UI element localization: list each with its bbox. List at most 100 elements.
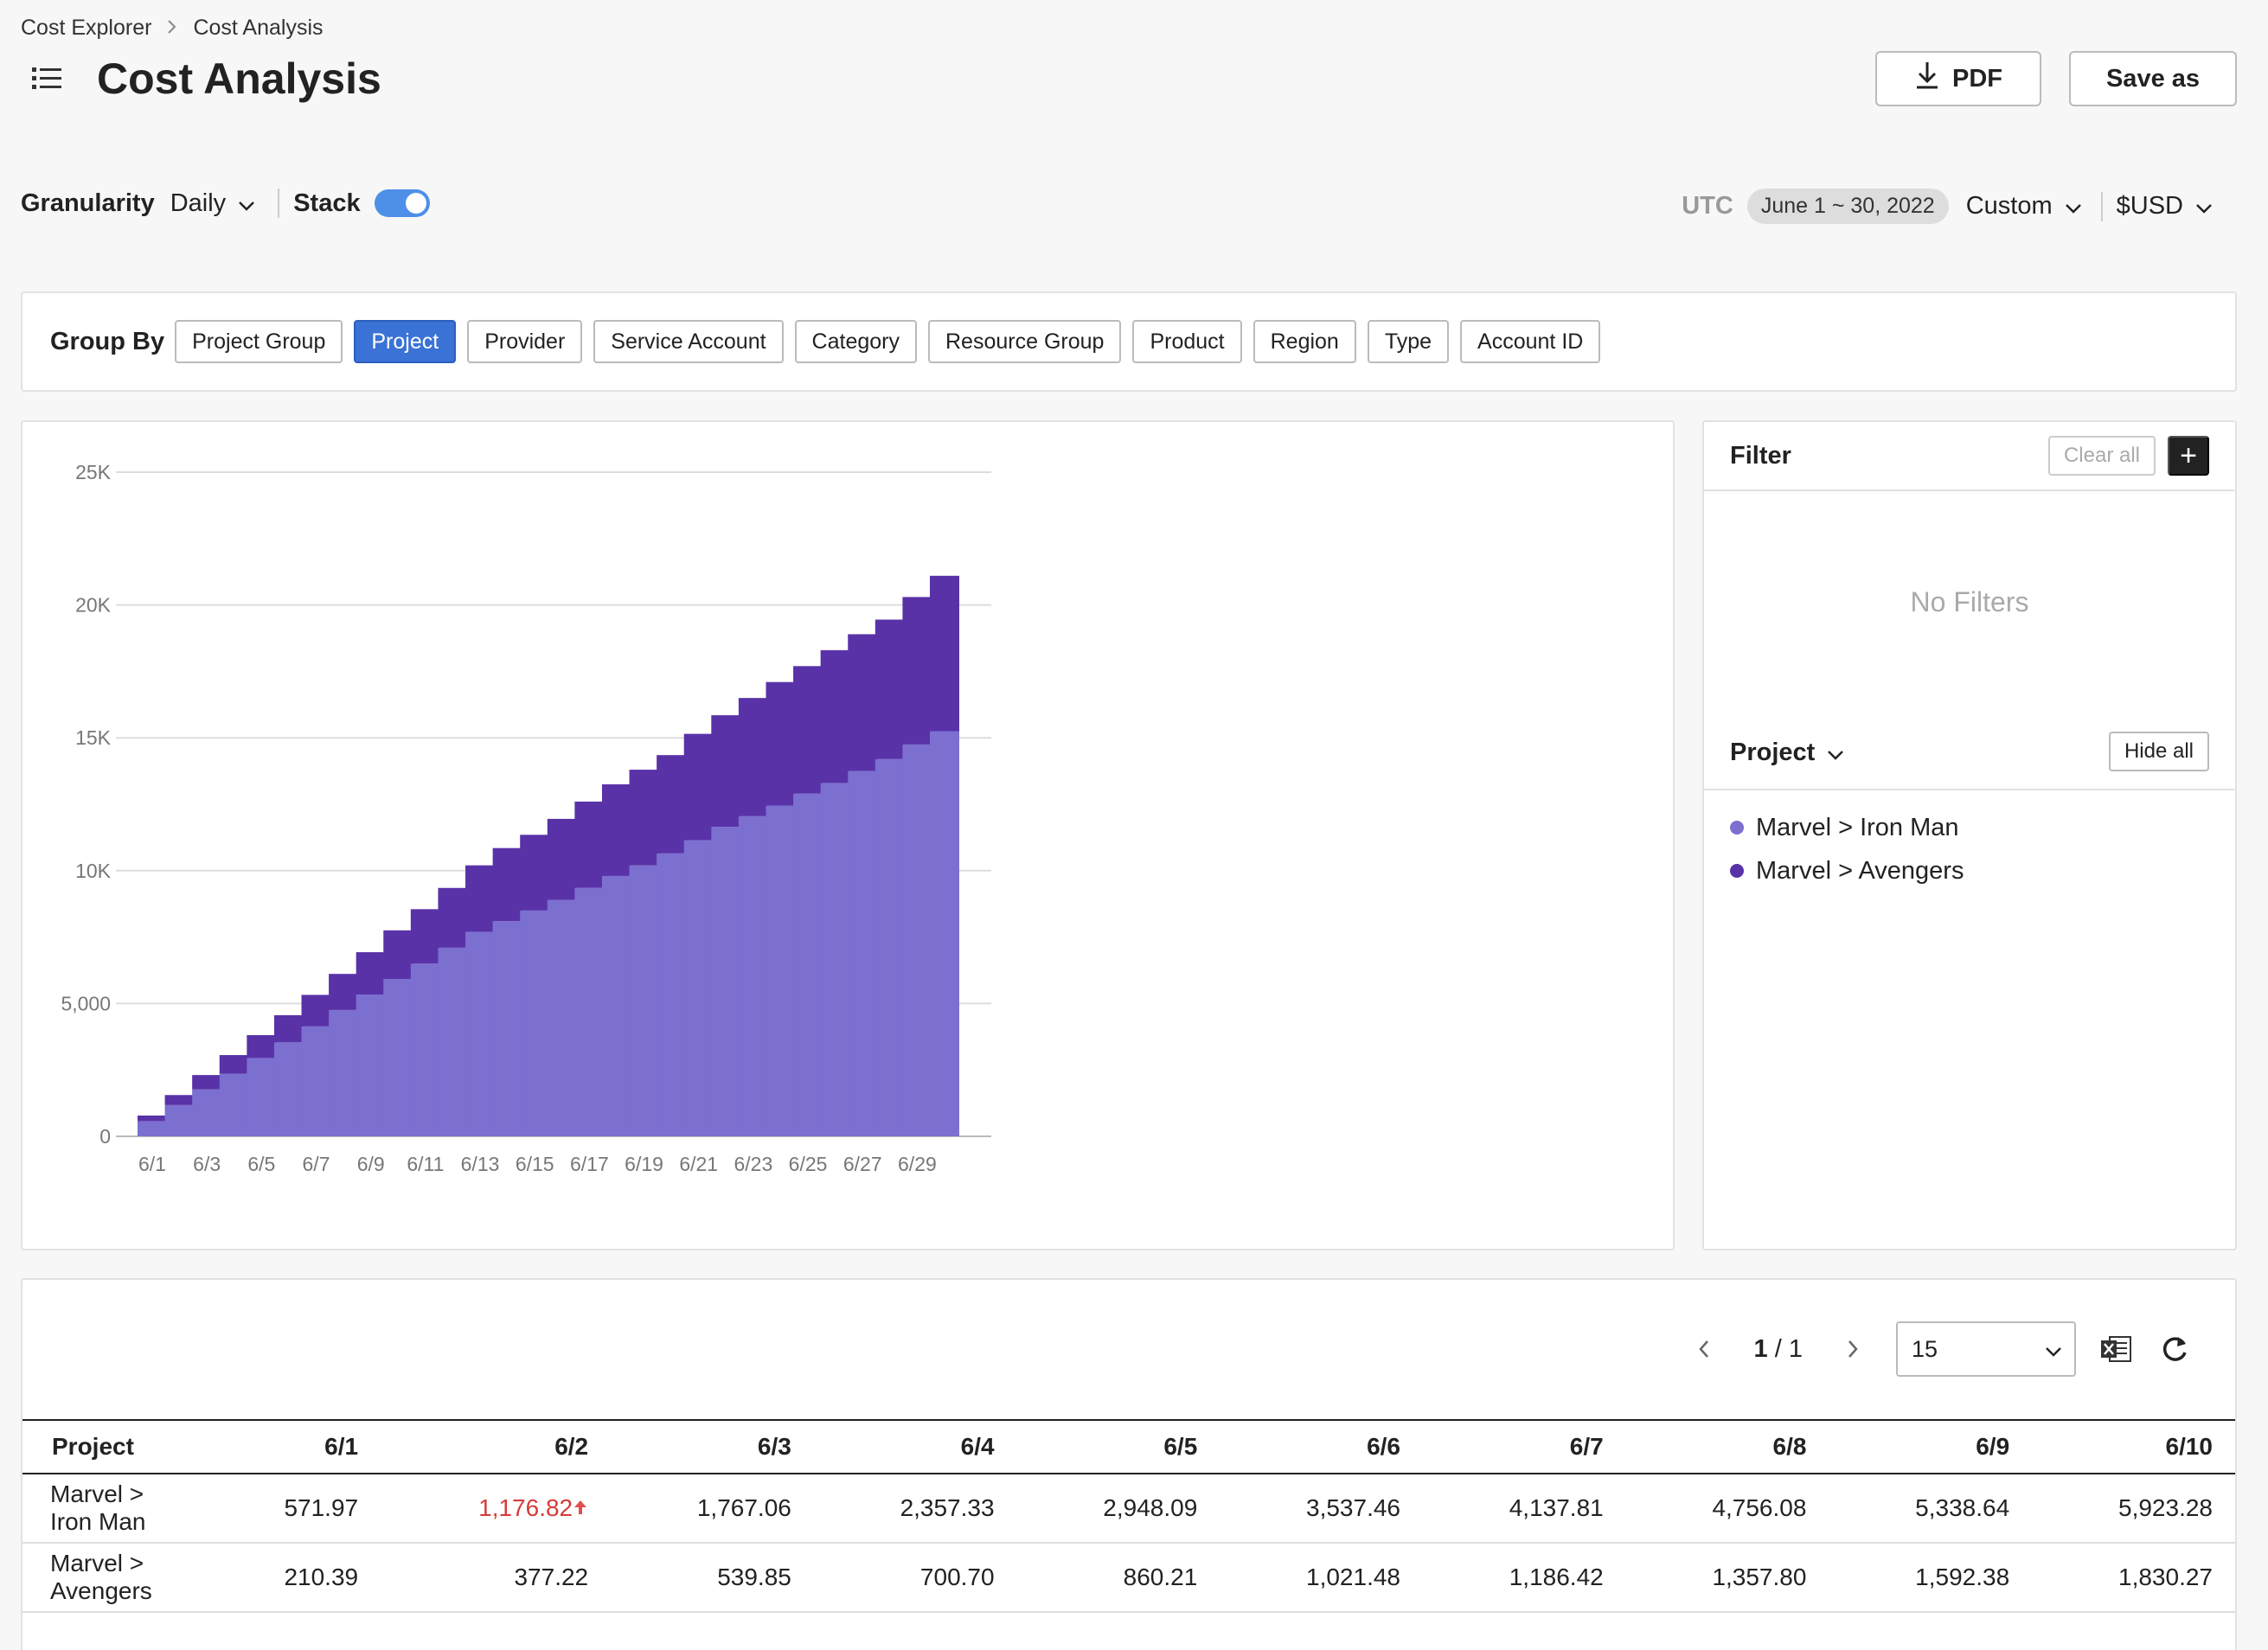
value-cell: 1,767.06 bbox=[611, 1474, 814, 1544]
group-by-project[interactable]: Project bbox=[354, 320, 457, 363]
y-tick-label: 5,000 bbox=[61, 992, 111, 1014]
prev-page-icon[interactable] bbox=[1687, 1332, 1721, 1366]
date-controls: UTC June 1 ~ 30, 2022 Custom $USD bbox=[1682, 189, 2213, 224]
legend-header: Project Hide all bbox=[1704, 716, 2235, 790]
group-by-resource-group[interactable]: Resource Group bbox=[928, 320, 1122, 363]
column-header[interactable]: 6/7 bbox=[1423, 1419, 1626, 1474]
save-as-button[interactable]: Save as bbox=[2069, 51, 2237, 106]
hide-all-button[interactable]: Hide all bbox=[2108, 732, 2209, 771]
value-cell: 5,338.64 bbox=[1829, 1474, 2033, 1544]
date-range-badge[interactable]: June 1 ~ 30, 2022 bbox=[1746, 189, 1949, 224]
page-size-select[interactable]: 15 bbox=[1896, 1321, 2076, 1377]
value-cell-highlighted: 1,176.82 bbox=[381, 1474, 612, 1544]
value-cell: 1,830.27 bbox=[2032, 1543, 2235, 1613]
bar-segment bbox=[820, 783, 850, 1136]
toggle-knob bbox=[405, 193, 426, 214]
bar-segment bbox=[820, 649, 850, 783]
next-page-icon[interactable] bbox=[1836, 1332, 1870, 1366]
pdf-button[interactable]: PDF bbox=[1875, 51, 2041, 106]
list-icon[interactable] bbox=[31, 65, 62, 93]
excel-export-icon[interactable] bbox=[2097, 1330, 2135, 1368]
column-header[interactable]: 6/3 bbox=[611, 1419, 814, 1474]
bar-segment bbox=[738, 698, 768, 816]
column-header[interactable]: 6/1 bbox=[213, 1419, 381, 1474]
table-row[interactable]: Marvel > Avengers 210.39 377.22 539.85 7… bbox=[22, 1543, 2235, 1613]
bar-segment bbox=[164, 1095, 195, 1105]
bar-segment bbox=[766, 805, 796, 1136]
value-cell: 1,592.38 bbox=[1829, 1543, 2033, 1613]
timezone-label: UTC bbox=[1682, 192, 1733, 220]
granularity-value: Daily bbox=[170, 189, 227, 217]
x-tick-label: 6/1 bbox=[138, 1153, 166, 1175]
value-cell: 860.21 bbox=[1016, 1543, 1220, 1613]
bar-segment bbox=[465, 865, 496, 932]
clear-all-button[interactable]: Clear all bbox=[2047, 436, 2156, 476]
legend-group-dropdown[interactable]: Project bbox=[1730, 739, 1844, 767]
column-header[interactable]: 6/4 bbox=[813, 1419, 1017, 1474]
column-header[interactable]: Project bbox=[22, 1419, 213, 1474]
group-by-category[interactable]: Category bbox=[794, 320, 917, 363]
x-tick-label: 6/17 bbox=[570, 1153, 609, 1175]
divider bbox=[2100, 191, 2103, 221]
bar-segment bbox=[793, 793, 823, 1136]
value-cell: 571.97 bbox=[213, 1474, 381, 1544]
group-by-service-account[interactable]: Service Account bbox=[593, 320, 784, 363]
column-header[interactable]: 6/10 bbox=[2032, 1419, 2235, 1474]
bar-segment bbox=[574, 801, 605, 888]
bar-segment bbox=[410, 909, 440, 964]
table-row[interactable]: Marvel > Iron Man 571.97 1,176.82 1,767.… bbox=[22, 1474, 2235, 1544]
group-by-account-id[interactable]: Account ID bbox=[1460, 320, 1601, 363]
refresh-icon[interactable] bbox=[2156, 1330, 2194, 1368]
value-cell: 210.39 bbox=[213, 1543, 381, 1613]
granularity-dropdown[interactable]: Daily bbox=[170, 189, 255, 218]
cost-table: Project 6/1 6/2 6/3 6/4 6/5 6/6 6/7 6/8 … bbox=[22, 1419, 2235, 1613]
add-filter-button[interactable]: + bbox=[2168, 436, 2209, 476]
group-by-type[interactable]: Type bbox=[1367, 320, 1450, 363]
page-title: Cost Analysis bbox=[97, 54, 381, 103]
legend-item[interactable]: Marvel > Avengers bbox=[1730, 849, 1964, 892]
bar-segment bbox=[930, 731, 959, 1136]
currency-dropdown[interactable]: $USD bbox=[2117, 192, 2213, 221]
group-by-region[interactable]: Region bbox=[1253, 320, 1356, 363]
bar-segment bbox=[465, 931, 496, 1136]
project-cell: Marvel > Iron Man bbox=[22, 1474, 213, 1544]
column-header[interactable]: 6/6 bbox=[1220, 1419, 1423, 1474]
bar-segment bbox=[520, 835, 550, 911]
bar-segment bbox=[875, 619, 905, 759]
legend-item-label: Marvel > Avengers bbox=[1756, 856, 1964, 885]
bar-segment bbox=[547, 818, 577, 900]
bar-segment bbox=[902, 597, 932, 745]
chevron-down-icon bbox=[2195, 192, 2213, 221]
bar-segment bbox=[711, 827, 741, 1136]
column-header[interactable]: 6/9 bbox=[1829, 1419, 2033, 1474]
bar-segment bbox=[793, 666, 823, 794]
column-header[interactable]: 6/5 bbox=[1016, 1419, 1220, 1474]
period-dropdown[interactable]: Custom bbox=[1966, 192, 2082, 221]
stack-toggle[interactable] bbox=[374, 189, 430, 217]
bar-segment bbox=[438, 947, 468, 1136]
save-as-label: Save as bbox=[2105, 64, 2201, 93]
y-tick-label: 20K bbox=[75, 594, 112, 617]
bar-segment bbox=[219, 1055, 249, 1074]
column-header[interactable]: 6/8 bbox=[1625, 1419, 1829, 1474]
value-cell: 539.85 bbox=[611, 1543, 814, 1613]
value-cell: 4,137.81 bbox=[1423, 1474, 1626, 1544]
bar-segment bbox=[138, 1115, 167, 1122]
page-current: 1 bbox=[1753, 1334, 1768, 1363]
group-by-product[interactable]: Product bbox=[1132, 320, 1242, 363]
column-header[interactable]: 6/2 bbox=[381, 1419, 612, 1474]
bar-segment bbox=[192, 1075, 222, 1090]
legend-list: Marvel > Iron Man Marvel > Avengers bbox=[1730, 806, 1964, 892]
bar-segment bbox=[356, 994, 386, 1136]
legend-item[interactable]: Marvel > Iron Man bbox=[1730, 806, 1964, 849]
bar-segment bbox=[875, 758, 905, 1136]
group-by-project-group[interactable]: Project Group bbox=[175, 320, 343, 363]
x-tick-label: 6/13 bbox=[461, 1153, 500, 1175]
x-tick-label: 6/5 bbox=[247, 1153, 275, 1175]
bar-segment bbox=[492, 921, 522, 1136]
breadcrumb-parent-link[interactable]: Cost Explorer bbox=[21, 16, 152, 40]
bar-segment bbox=[329, 974, 359, 1010]
chevron-down-icon bbox=[238, 189, 255, 218]
group-by-provider[interactable]: Provider bbox=[467, 320, 583, 363]
value-cell: 3,537.46 bbox=[1220, 1474, 1423, 1544]
